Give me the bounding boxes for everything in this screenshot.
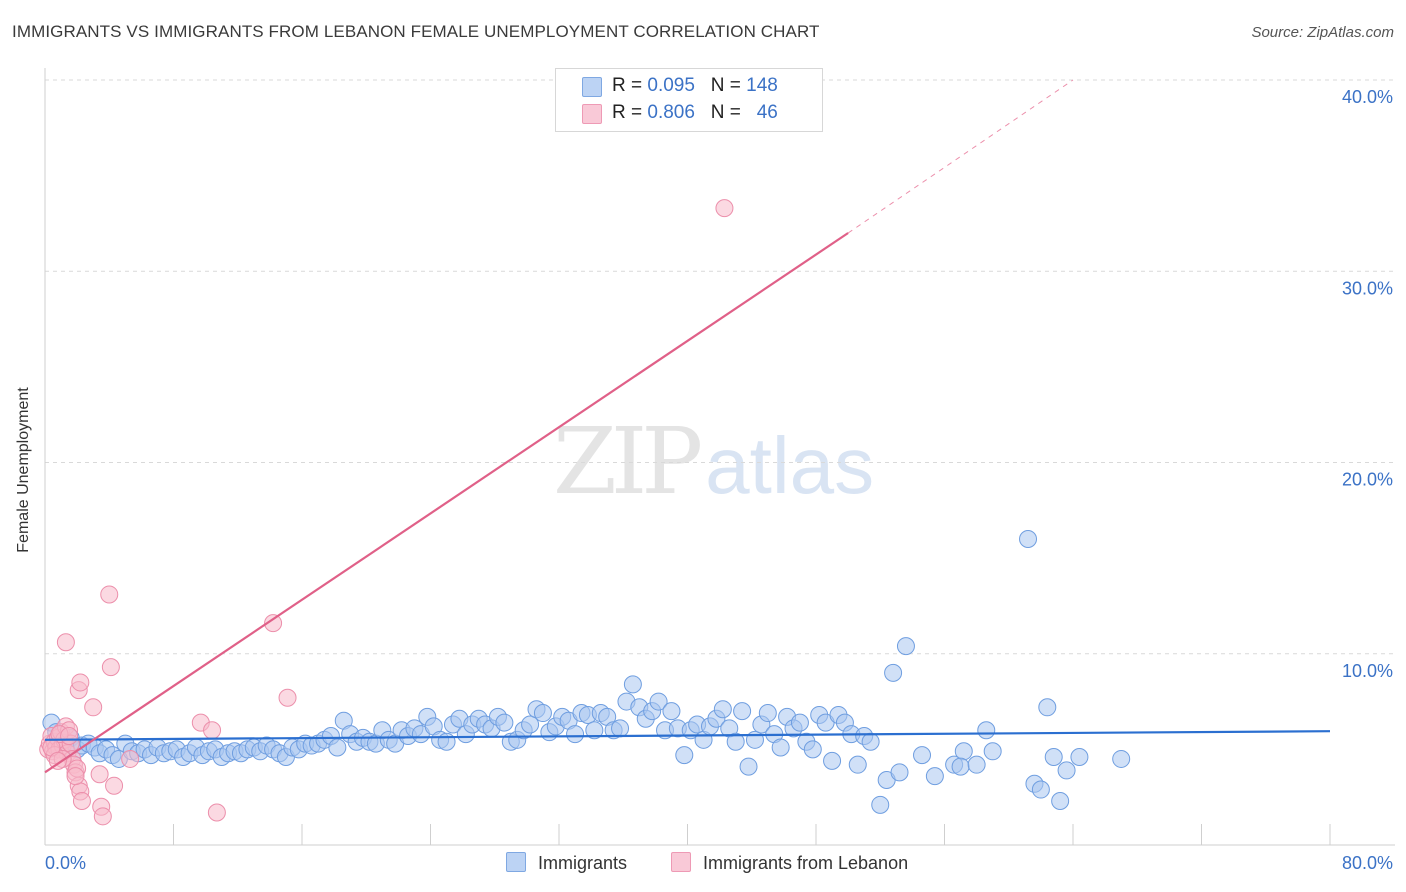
point-immigrants [1057, 761, 1076, 780]
point-immigrants [495, 713, 514, 732]
trendline-lebanon [44, 232, 849, 774]
legend-bottom-immigrants: Immigrants [506, 852, 627, 874]
point-lebanon [121, 749, 140, 768]
legend-r-value-lebanon: 0.806 [647, 102, 695, 123]
point-immigrants [1051, 792, 1070, 811]
point-immigrants [967, 755, 986, 774]
point-lebanon [84, 698, 103, 717]
point-immigrants [790, 713, 809, 732]
point-immigrants [1044, 748, 1063, 767]
point-lebanon [66, 767, 85, 786]
point-immigrants [437, 732, 456, 751]
point-immigrants [328, 738, 347, 757]
point-lebanon [90, 765, 109, 784]
chart-title: IMMIGRANTS VS IMMIGRANTS FROM LEBANON FE… [12, 22, 820, 41]
legend-swatch-immigrants [582, 77, 602, 97]
point-lebanon [207, 803, 226, 822]
legend-r-value-immigrants: 0.095 [647, 75, 695, 96]
point-immigrants [771, 738, 790, 757]
point-immigrants [913, 746, 932, 765]
y-tick-label: 20.0% [1342, 470, 1393, 490]
point-immigrants [823, 751, 842, 770]
point-lebanon [93, 807, 112, 826]
point-lebanon [264, 614, 283, 633]
point-immigrants [739, 757, 758, 776]
point-immigrants [733, 702, 752, 721]
y-tick-label: 10.0% [1342, 661, 1393, 681]
point-immigrants [566, 725, 585, 744]
point-immigrants [533, 704, 552, 723]
point-lebanon [278, 688, 297, 707]
point-lebanon [715, 199, 734, 218]
point-immigrants [1038, 698, 1057, 717]
trendline-lebanon-extension [847, 79, 1074, 234]
source-label: Source: ZipAtlas.com [1251, 24, 1394, 41]
point-lebanon [48, 751, 67, 770]
watermark-atlas: atlas [705, 421, 875, 510]
y-tick-label: 30.0% [1342, 278, 1393, 298]
legend-swatch-lebanon [582, 104, 602, 124]
point-immigrants [745, 730, 764, 749]
point-lebanon [56, 633, 75, 652]
point-immigrants [925, 767, 944, 786]
point-immigrants [675, 746, 694, 765]
point-immigrants [623, 675, 642, 694]
point-immigrants [803, 740, 822, 759]
x-tick-label: 80.0% [1342, 853, 1393, 873]
watermark-zip: ZIP [553, 408, 703, 515]
point-immigrants [758, 704, 777, 723]
point-immigrants [951, 757, 970, 776]
point-lebanon [203, 721, 222, 740]
legend-n-label: N = [710, 102, 747, 123]
point-immigrants [954, 742, 973, 761]
trendline-immigrants [44, 730, 1331, 741]
point-lebanon [60, 726, 79, 745]
point-lebanon [105, 776, 124, 795]
point-immigrants [1031, 780, 1050, 799]
point-immigrants [662, 702, 681, 721]
x-tick-label: 0.0% [45, 853, 86, 873]
point-immigrants [726, 732, 745, 751]
point-immigrants [890, 763, 909, 782]
point-immigrants [713, 700, 732, 719]
point-immigrants [1070, 748, 1089, 767]
y-tick-label: 40.0% [1342, 87, 1393, 107]
legend-r-label: R = [612, 102, 648, 123]
point-immigrants [521, 715, 540, 734]
point-lebanon [72, 792, 91, 811]
legend-bottom-swatch-immigrants [506, 852, 526, 872]
legend-bottom-label-immigrants: Immigrants [538, 853, 628, 873]
point-immigrants [848, 755, 867, 774]
point-immigrants [1019, 530, 1038, 548]
point-lebanon [71, 673, 90, 692]
point-immigrants [611, 719, 630, 738]
legend-bottom-swatch-lebanon [671, 852, 691, 872]
point-immigrants [871, 795, 890, 814]
point-lebanon [100, 585, 119, 604]
watermark: ZIP atlas [553, 408, 874, 515]
point-immigrants [896, 637, 915, 656]
legend-bottom-lebanon: Immigrants from Lebanon [671, 852, 908, 874]
correlation-legend: R = 0.095 N = 148 R = 0.806 N = 46 [555, 68, 823, 132]
legend-n-value-immigrants: 148 [746, 75, 778, 96]
legend-n-value-lebanon: 46 [756, 102, 778, 123]
point-immigrants [884, 663, 903, 682]
point-immigrants [585, 721, 604, 740]
point-immigrants [861, 732, 880, 751]
legend-r-label: R = [612, 75, 648, 96]
legend-n-label: N = [710, 75, 747, 96]
legend-bottom-label-lebanon: Immigrants from Lebanon [703, 853, 909, 873]
point-immigrants [977, 721, 996, 740]
point-immigrants [649, 692, 668, 711]
point-immigrants [983, 742, 1002, 761]
point-lebanon [101, 658, 120, 677]
point-immigrants [1112, 749, 1131, 768]
